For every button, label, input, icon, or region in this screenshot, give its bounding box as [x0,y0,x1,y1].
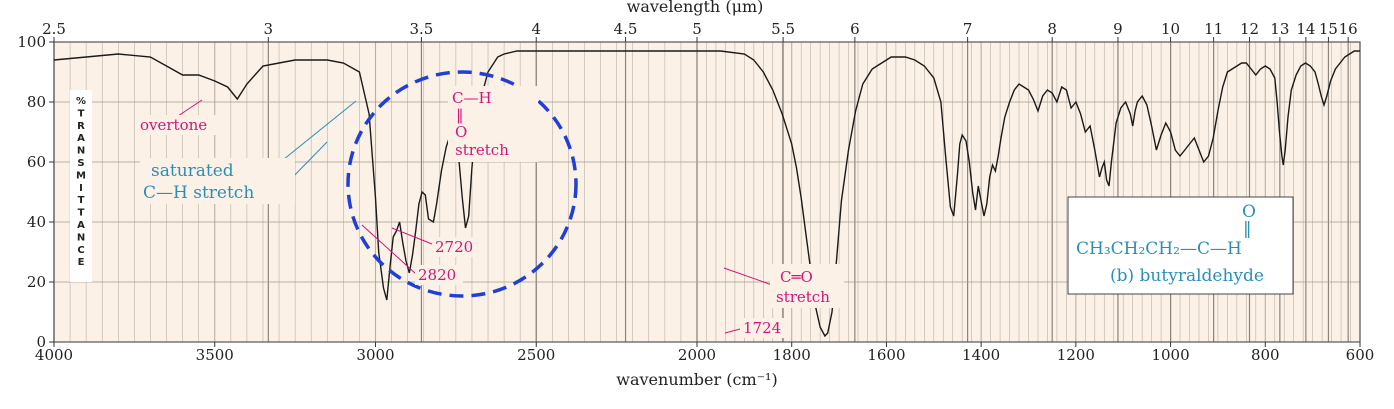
top-tick-label: 14 [1296,20,1315,38]
top-tick-label: 4.5 [614,20,638,38]
x-tick-label: 4000 [35,346,73,364]
y-axis-label-letter: A [77,133,85,144]
top-tick-label: 9 [1113,20,1123,38]
x-tick-label: 1400 [962,346,1000,364]
y-tick-label: 60 [27,153,46,171]
x-tick-label: 1000 [1151,346,1189,364]
top-tick-label: 3.5 [409,20,433,38]
y-tick-label: 80 [27,93,46,111]
x-tick-label: 800 [1251,346,1280,364]
y-axis-label-letter: T [78,108,85,119]
peak-2720-label-bg [432,237,480,257]
structure-oxygen: O [1242,202,1256,222]
aldehyde-ch-oxygen: O [455,123,467,141]
top-tick-label: 15 [1319,20,1338,38]
y-tick-label: 20 [27,273,46,291]
x-tick-label: 1200 [1057,346,1095,364]
top-tick-label: 11 [1204,20,1223,38]
y-axis-label-letter: N [77,232,85,243]
x-axis-title: wavenumber (cm⁻¹) [616,370,777,389]
x-tick-label: 1800 [773,346,811,364]
saturated-ch-line1: saturated [151,161,234,181]
spectrum-trace [53,50,1360,338]
y-axis-label-letter: E [78,257,85,268]
x-tick-label: 2000 [678,346,716,364]
aldehyde-ch-dashed-circle [346,70,578,298]
y-axis-label-panel [70,90,92,282]
y-axis-label-letter: I [79,183,83,194]
saturated-ch-label-bg [140,158,295,204]
top-tick-label: 2.5 [42,20,66,38]
top-tick-label: 13 [1270,20,1289,38]
top-tick-label: 12 [1240,20,1259,38]
top-tick-label: 5.5 [771,20,795,38]
top-axis-title-bg [590,0,800,16]
top-tick-label: 3 [264,20,274,38]
y-axis-label-letter: R [77,121,85,132]
overtone-label: overtone [140,116,207,134]
bottom-axis-ticks: 4000 3500 3000 2500 2000 1800 1600 1400 1200 1000… [35,342,1374,364]
x-tick-label: 3000 [356,346,394,364]
peak-2820-pointer [361,224,417,275]
co-stretch-formula: C═O [780,268,813,286]
y-axis-label-letter: N [77,146,85,157]
aldehyde-ch-double-bond: ‖ [456,106,464,124]
peak-2720-pointer [391,227,433,245]
top-tick-label: 8 [1047,20,1057,38]
y-axis-label-letter: A [77,220,85,231]
x-tick-label: 2500 [517,346,555,364]
y-axis-label-letter: T [78,208,85,219]
plot-frame [53,41,1361,343]
saturated-ch-line2: C—H stretch [143,183,254,203]
structure-double-bond: ‖ [1243,219,1252,239]
peak-1724-label: 1724 [743,319,781,337]
peak-2820-label: 2820 [418,266,456,284]
structure-caption: (b) butyraldehyde [1110,266,1264,286]
x-tick-label: 1600 [867,346,905,364]
top-tick-label: 10 [1161,20,1180,38]
top-tick-label: 4 [531,20,541,38]
left-axis-ticks: 0 20 40 60 80 100 [17,33,54,351]
peak-1724-label-bg [740,318,786,338]
top-tick-label: 7 [963,20,973,38]
co-stretch-pointer [723,267,776,287]
peak-2720-label: 2720 [435,238,473,256]
structure-formula: CH₃CH₂CH₂—C—H [1076,239,1242,259]
x-tick-label: 600 [1346,346,1375,364]
y-axis-label-letter: C [77,245,84,256]
y-axis-label-letter: T [78,195,85,206]
aldehyde-ch-label-bg [448,86,538,162]
y-tick-label: 40 [27,213,46,231]
aldehyde-ch-stretch: stretch [455,141,509,159]
top-tick-label: 16 [1339,20,1358,38]
overtone-label-bg [136,115,228,135]
peak-2820-label-bg [415,265,463,285]
top-axis-ticks: 2.5 3 3.5 4 4.5 5 5.5 6 7 8 9 10 11 12 13 14 15 16 [42,20,1358,42]
co-stretch-label: stretch [776,288,830,306]
top-tick-label: 6 [850,20,860,38]
y-tick-label: 0 [36,333,46,351]
y-axis-label-letter: S [77,158,84,169]
y-tick-label: 100 [17,33,46,51]
co-stretch-label-bg [770,264,844,308]
y-axis-label-letter: % [76,96,86,107]
aldehyde-ch-formula: C—H [452,89,492,107]
y-axis-label-letter: M [76,170,86,181]
top-axis-title: wavelength (μm) [627,0,764,16]
x-tick-label: 3500 [196,346,234,364]
structure-box [1067,196,1294,295]
top-tick-label: 5 [692,20,702,38]
